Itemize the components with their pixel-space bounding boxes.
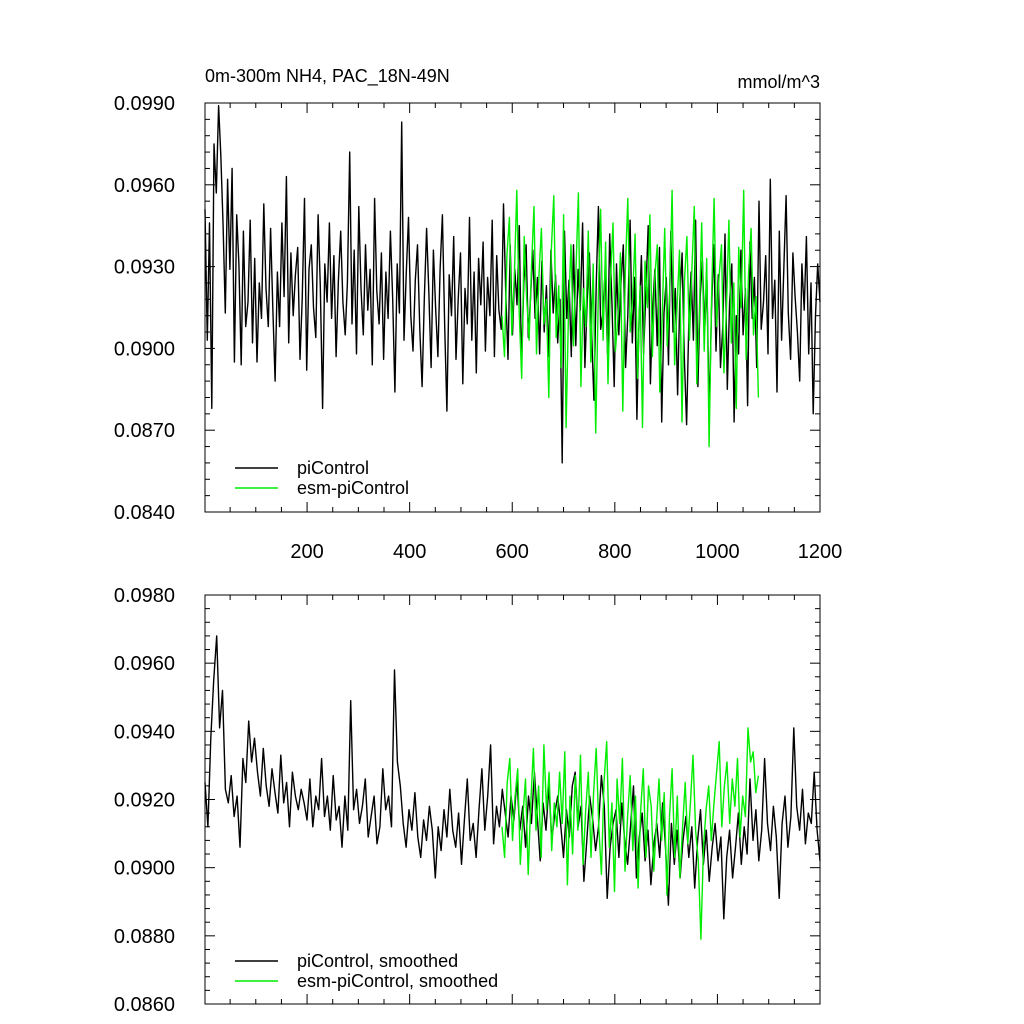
y-tick-label: 0.0860 <box>114 994 175 1016</box>
y-tick-label: 0.0840 <box>114 502 175 524</box>
y-tick-label: 0.0960 <box>114 653 175 675</box>
legend-label: esm-piControl, smoothed <box>297 971 498 991</box>
chart-title: 0m-300m NH4, PAC_18N-49N <box>205 66 450 87</box>
y-tick-label: 0.0920 <box>114 790 175 812</box>
plot-frame <box>204 594 821 1005</box>
y-tick-label: 0.0930 <box>114 257 175 279</box>
y-tick-label: 0.0880 <box>114 926 175 948</box>
legend-label: piControl <box>297 458 369 478</box>
series-line-esm-picontrol <box>501 189 760 448</box>
units-label: mmol/m^3 <box>738 72 820 92</box>
x-tick-label: 800 <box>598 541 631 563</box>
top-panel: 0.0840 0.0870 0.0900 0.0930 0.0960 0.0990 200 4… <box>114 66 842 563</box>
y-tick-label: 0.0900 <box>114 858 175 880</box>
x-tick-label: 400 <box>393 541 426 563</box>
y-tick-label: 0.0980 <box>114 585 175 607</box>
y-tick-label: 0.0870 <box>114 420 175 442</box>
bottom-panel: 0.0860 0.0880 0.0900 0.0920 0.0940 0.0960 0.09… <box>114 585 821 1016</box>
legend-label: esm-piControl <box>297 478 409 498</box>
series-line-esm-picontrol <box>501 727 760 940</box>
y-tick-label: 0.0940 <box>114 721 175 743</box>
legend-label: piControl, smoothed <box>297 951 458 971</box>
y-tick-label: 0.0960 <box>114 175 175 197</box>
x-tick-label: 1000 <box>695 541 740 563</box>
x-tick-label: 1200 <box>798 541 843 563</box>
y-tick-label: 0.0900 <box>114 338 175 360</box>
x-tick-label: 200 <box>290 541 323 563</box>
x-tick-label: 600 <box>496 541 529 563</box>
y-tick-label: 0.0990 <box>114 93 175 115</box>
series-line-picontrol <box>204 635 821 920</box>
